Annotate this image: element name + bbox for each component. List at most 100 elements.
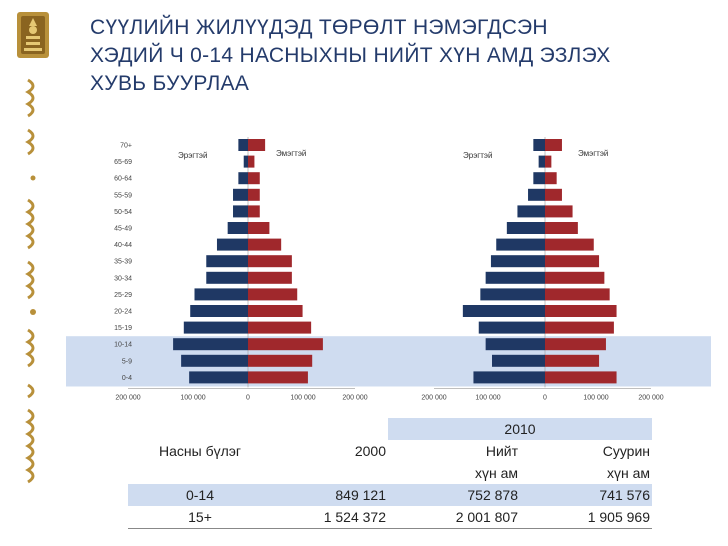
sidebar-decoration (17, 12, 49, 530)
age-label: 70+ (120, 143, 132, 150)
population-table: 2010 Насны бүлэг 2000 Нийт Суурин хүн ам… (128, 418, 652, 529)
col-2000-header: 2000 (354, 443, 386, 459)
row-2000: 1 524 372 (323, 509, 386, 525)
female-bar (248, 188, 260, 201)
female-bar (545, 155, 552, 168)
male-bar (533, 172, 545, 185)
male-bar (173, 338, 248, 351)
male-bar (206, 255, 248, 268)
col-settled-header-1: Суурин (602, 443, 650, 459)
male-bar (478, 321, 545, 334)
age-label: 5-9 (122, 358, 132, 365)
mongol-script-decoration (25, 70, 36, 530)
male-bar (490, 255, 545, 268)
male-bar (462, 305, 545, 317)
title-line-1: СҮҮЛИЙН ЖИЛҮҮДЭД ТӨРӨЛТ НЭМЭГДСЭН (90, 16, 548, 39)
soyombo-emblem-icon (17, 12, 49, 58)
male-bar (233, 205, 248, 218)
x-tick-label: 0 (246, 394, 250, 401)
row-2000: 849 121 (335, 487, 386, 503)
female-bar (545, 338, 606, 351)
female-bar (545, 139, 562, 151)
male-bar (496, 238, 545, 251)
female-bar (545, 255, 600, 268)
female-bar (248, 288, 298, 301)
row-age: 0-14 (185, 487, 215, 503)
female-bar (248, 354, 313, 367)
female-bar (248, 205, 260, 218)
female-bar (248, 255, 292, 268)
col-total-header-1: Нийт (485, 443, 518, 459)
female-bar (545, 205, 573, 218)
legend-male: Эрэгтэй (463, 151, 492, 160)
col-total-header-2: хүн ам (474, 465, 518, 481)
female-bar (248, 271, 292, 284)
table-row: 0-14 849 121 752 878 741 576 (128, 484, 652, 506)
row-settled: 1 905 969 (587, 509, 650, 525)
row-age: 15+ (188, 509, 212, 525)
age-label: 60-64 (114, 176, 132, 183)
x-tick-label: 200 000 (638, 394, 663, 401)
female-bar (545, 288, 610, 301)
x-tick-label: 100 000 (290, 394, 315, 401)
male-bar (233, 188, 248, 201)
age-label: 30-34 (114, 275, 132, 282)
male-bar (492, 354, 545, 367)
female-bar (248, 321, 312, 334)
male-bar (528, 188, 545, 201)
male-bar (517, 205, 545, 218)
female-bar (248, 371, 308, 384)
male-bar (238, 172, 248, 185)
legend-male: Эрэгтэй (178, 151, 207, 160)
table-year-header: 2010 (388, 418, 652, 440)
x-tick-label: 100 000 (583, 394, 608, 401)
table-header-row: 2010 (128, 418, 652, 440)
female-bar (545, 238, 594, 251)
male-bar (181, 354, 248, 367)
x-tick-label: 100 000 (180, 394, 205, 401)
female-bar (545, 305, 617, 317)
female-bar (545, 321, 614, 334)
female-bar (545, 188, 562, 201)
male-bar (238, 139, 248, 151)
age-label: 40-44 (114, 242, 132, 249)
table-row: 15+ 1 524 372 2 001 807 1 905 969 (128, 506, 652, 529)
male-bar (506, 222, 545, 234)
male-bar (190, 305, 248, 317)
legend-female: Эмэгтэй (276, 149, 306, 158)
male-bar (480, 288, 545, 301)
female-bar (248, 139, 266, 151)
table-subheader-row-2: хүн ам хүн ам (128, 462, 652, 484)
female-bar (545, 371, 617, 384)
x-tick-label: 200 000 (342, 394, 367, 401)
title-line-3: ХУВЬ БУУРЛАА (90, 72, 250, 95)
female-bar (248, 155, 255, 168)
age-label: 45-49 (114, 226, 132, 233)
row-settled: 741 576 (599, 487, 650, 503)
female-bar (545, 271, 605, 284)
female-bar (248, 172, 260, 185)
female-bar (248, 238, 282, 251)
female-bar (545, 354, 600, 367)
male-bar (227, 222, 248, 234)
row-total: 2 001 807 (455, 509, 518, 525)
page-title: СҮҮЛИЙН ЖИЛҮҮДЭД ТӨРӨЛТ НЭМЭГДСЭН ХЭДИЙ … (90, 14, 710, 98)
female-bar (248, 338, 323, 351)
col-settled-header-2: хүн ам (606, 465, 650, 481)
x-tick-label: 200 000 (115, 394, 140, 401)
female-bar (545, 172, 557, 185)
male-bar (194, 288, 248, 301)
female-bar (545, 222, 578, 234)
age-label: 15-19 (114, 325, 132, 332)
male-bar (206, 271, 248, 284)
x-tick-label: 100 000 (475, 394, 500, 401)
male-bar (183, 321, 248, 334)
age-label: 25-29 (114, 292, 132, 299)
male-bar (216, 238, 248, 251)
col-age-header: Насны бүлэг (158, 443, 242, 459)
row-total: 752 878 (467, 487, 518, 503)
male-bar (533, 139, 545, 151)
male-bar (189, 371, 248, 384)
age-label: 10-14 (114, 342, 132, 349)
